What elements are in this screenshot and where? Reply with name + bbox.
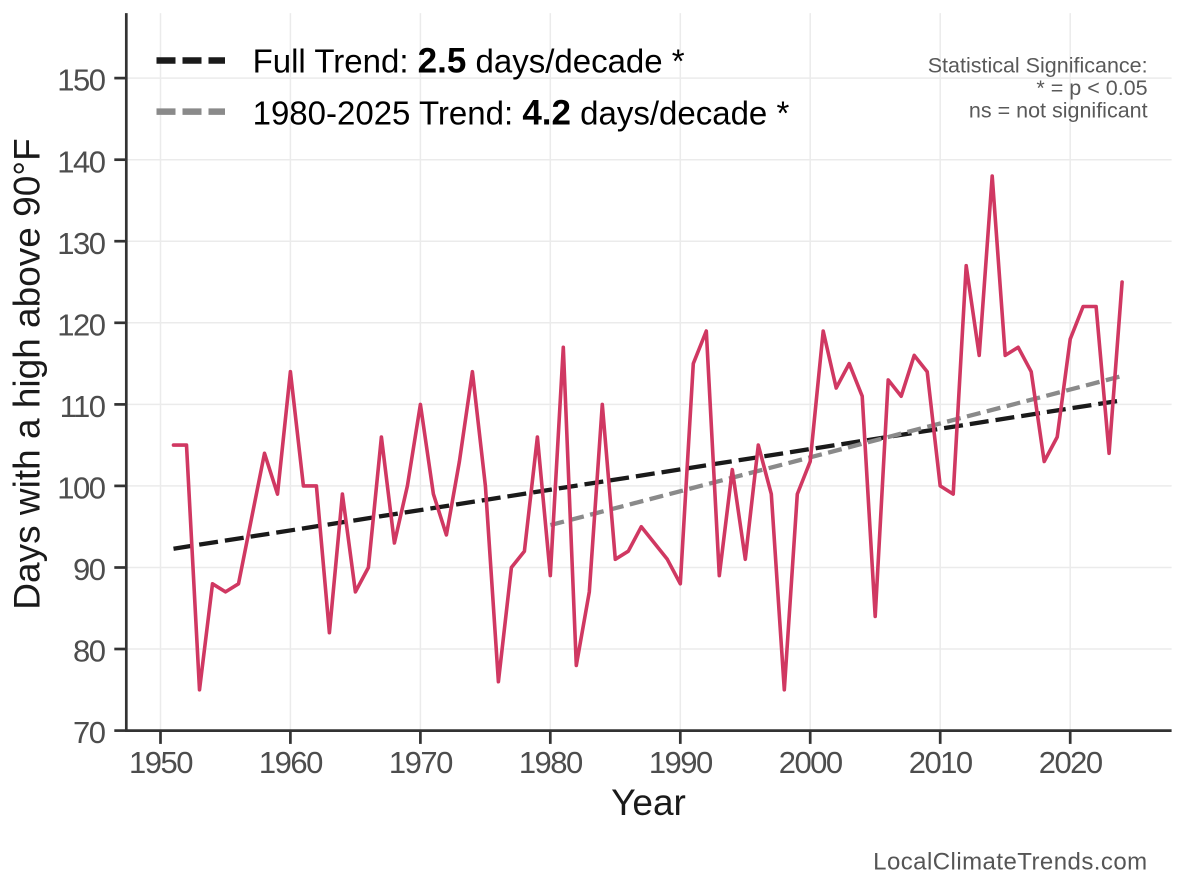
svg-text:Days with a high above 90°F: Days with a high above 90°F	[6, 138, 47, 609]
svg-text:* = p < 0.05: * = p < 0.05	[1036, 76, 1147, 100]
svg-text:Statistical Significance:: Statistical Significance:	[928, 54, 1148, 78]
svg-text:1980-2025 Trend: 4.2 days/deca: 1980-2025 Trend: 4.2 days/decade *	[253, 94, 790, 133]
svg-text:1970: 1970	[389, 745, 453, 780]
svg-text:90: 90	[73, 552, 106, 587]
svg-text:1990: 1990	[649, 745, 713, 780]
svg-text:140: 140	[57, 144, 105, 179]
svg-text:ns = not significant: ns = not significant	[969, 99, 1148, 123]
svg-text:2000: 2000	[779, 745, 843, 780]
svg-text:130: 130	[57, 226, 105, 261]
svg-text:100: 100	[57, 471, 105, 506]
svg-text:120: 120	[57, 307, 105, 342]
svg-text:110: 110	[60, 389, 106, 424]
svg-text:LocalClimateTrends.com: LocalClimateTrends.com	[873, 849, 1147, 876]
svg-text:2010: 2010	[909, 745, 973, 780]
svg-text:1980: 1980	[519, 745, 583, 780]
svg-text:Full Trend: 2.5 days/decade *: Full Trend: 2.5 days/decade *	[253, 42, 685, 81]
svg-text:2020: 2020	[1039, 745, 1103, 780]
svg-text:150: 150	[57, 63, 105, 98]
svg-text:80: 80	[73, 634, 106, 669]
svg-text:1960: 1960	[259, 745, 323, 780]
svg-text:Year: Year	[611, 782, 686, 823]
svg-text:70: 70	[73, 715, 106, 750]
svg-text:1950: 1950	[129, 745, 193, 780]
